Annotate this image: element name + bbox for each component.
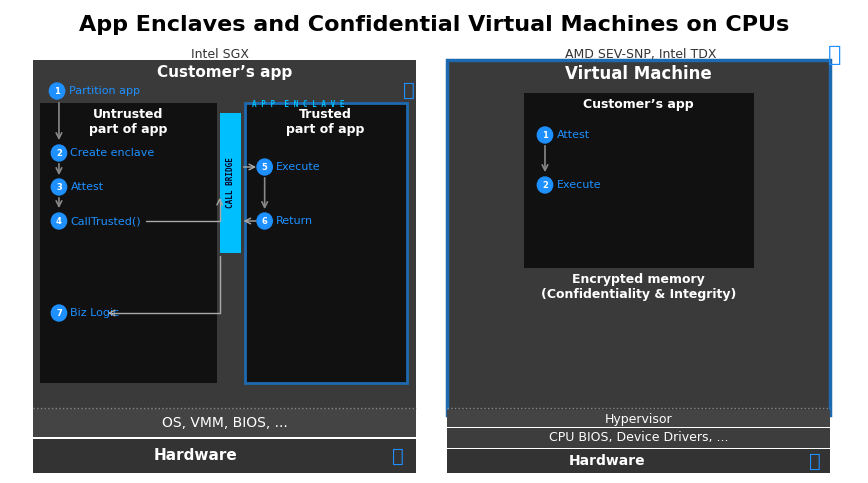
Text: 4: 4 [56,216,62,226]
Text: 2: 2 [542,181,548,189]
FancyBboxPatch shape [33,409,416,437]
Circle shape [49,83,65,99]
Text: Virtual Machine: Virtual Machine [565,65,712,83]
Text: Execute: Execute [556,180,601,190]
Text: CPU BIOS, Device Drivers, ...: CPU BIOS, Device Drivers, ... [549,431,728,444]
Text: 2: 2 [56,148,62,157]
Text: Create enclave: Create enclave [70,148,155,158]
Circle shape [257,159,273,175]
FancyBboxPatch shape [447,60,830,415]
FancyBboxPatch shape [33,439,416,473]
Text: AMD SEV-SNP, Intel TDX: AMD SEV-SNP, Intel TDX [565,48,716,61]
Text: CallTrusted(): CallTrusted() [70,216,141,226]
Text: Intel SGX: Intel SGX [191,48,249,61]
FancyBboxPatch shape [447,449,830,473]
FancyBboxPatch shape [447,410,830,427]
Text: Untrusted
part of app: Untrusted part of app [89,108,167,136]
Text: Trusted
part of app: Trusted part of app [286,108,364,136]
Text: A P P  E N C L A V E: A P P E N C L A V E [252,100,345,109]
Text: 🔒: 🔒 [404,81,415,99]
Circle shape [51,179,67,195]
Text: Customer’s app: Customer’s app [157,65,293,80]
Text: 5: 5 [262,162,267,171]
Text: App Enclaves and Confidential Virtual Machines on CPUs: App Enclaves and Confidential Virtual Ma… [79,15,789,35]
FancyBboxPatch shape [40,103,217,383]
Text: 1: 1 [54,86,60,96]
Text: 🔒: 🔒 [828,45,842,65]
Text: Hypervisor: Hypervisor [605,412,673,426]
Text: Execute: Execute [276,162,321,172]
FancyBboxPatch shape [245,103,407,383]
Text: Hardware: Hardware [569,454,646,468]
Circle shape [51,213,67,229]
FancyBboxPatch shape [33,60,416,415]
Text: Hardware: Hardware [154,449,238,464]
Text: Encrypted memory
(Confidentiality & Integrity): Encrypted memory (Confidentiality & Inte… [541,273,736,301]
FancyBboxPatch shape [220,113,240,253]
Text: 3: 3 [56,183,62,191]
Text: CALL BRIDGE: CALL BRIDGE [226,157,234,209]
Text: 1: 1 [542,130,548,140]
Text: 🔒: 🔒 [391,446,404,466]
FancyBboxPatch shape [524,93,753,268]
Circle shape [537,127,553,143]
Text: Partition app: Partition app [69,86,140,96]
Circle shape [51,145,67,161]
Text: 🔒: 🔒 [809,452,820,470]
Text: OS, VMM, BIOS, ...: OS, VMM, BIOS, ... [161,416,287,430]
Text: 7: 7 [56,309,62,317]
Circle shape [537,177,553,193]
Circle shape [257,213,273,229]
Text: 6: 6 [262,216,267,226]
Text: Return: Return [276,216,313,226]
Circle shape [51,305,67,321]
FancyBboxPatch shape [447,428,830,448]
Text: Attest: Attest [556,130,589,140]
Text: Attest: Attest [70,182,103,192]
Text: Biz Logic: Biz Logic [70,308,120,318]
Text: Customer’s app: Customer’s app [583,98,694,111]
